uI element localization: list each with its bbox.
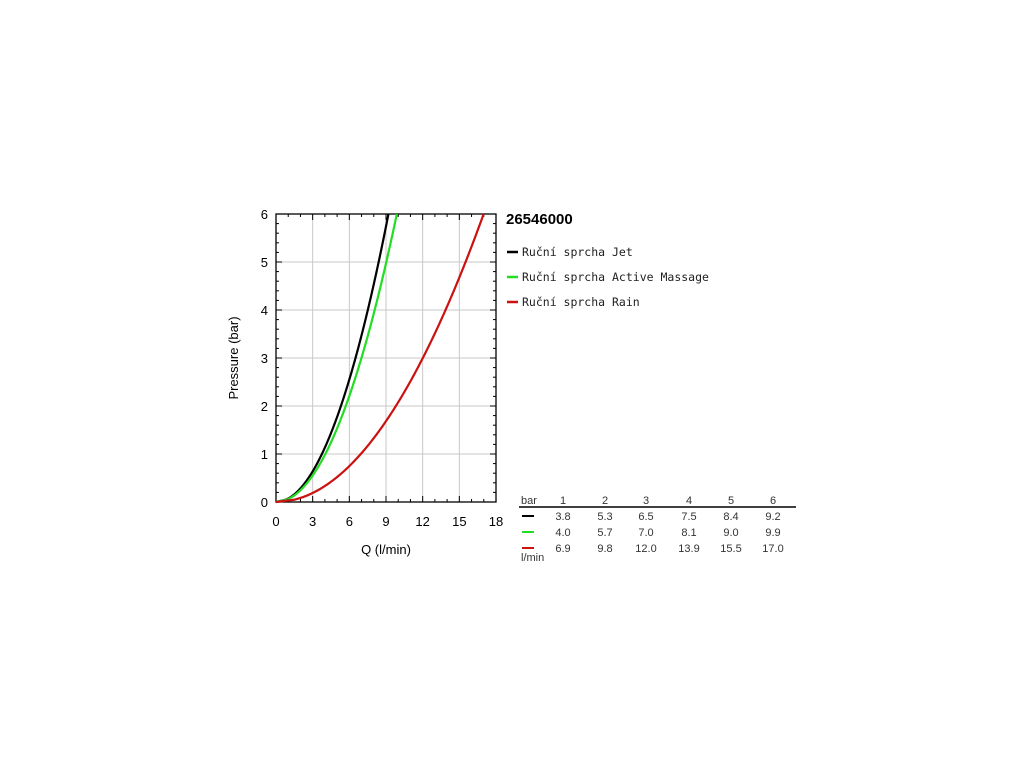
table-cell: 15.5: [720, 543, 741, 555]
table-cell: 8.1: [681, 527, 696, 539]
y-axis-label: Pressure (bar): [226, 316, 241, 399]
series-line-1: [275, 213, 390, 504]
table-cell: 17.0: [762, 543, 783, 555]
table-pressure-header: 1: [560, 495, 566, 507]
x-tick-label: 6: [346, 514, 353, 529]
series-line-2: [275, 213, 398, 504]
x-tick-label: 18: [489, 514, 503, 529]
x-tick-label: 3: [309, 514, 316, 529]
x-tick-label: 12: [415, 514, 429, 529]
x-tick-label: 0: [272, 514, 279, 529]
x-axis-label: Q (l/min): [361, 542, 411, 557]
y-tick-label: 3: [261, 351, 268, 366]
y-tick-label: 4: [261, 303, 268, 318]
table-cell: 9.9: [765, 527, 780, 539]
y-tick-label: 6: [261, 207, 268, 222]
x-tick-label: 15: [452, 514, 466, 529]
table-cell: 7.5: [681, 511, 696, 523]
table-pressure-header: 6: [770, 495, 776, 507]
table-cell: 3.8: [555, 511, 570, 523]
table-cell: 9.2: [765, 511, 780, 523]
flow-table: bar 1 2 3 4 5 6 3.8 5.3 6.5 7.5 8.4 9.2 4.0 5.7 7.0 8.1 9…: [519, 495, 796, 564]
series-line-3: [275, 213, 485, 504]
grid-layer: [276, 214, 496, 502]
table-pressure-header: 3: [643, 495, 649, 507]
y-tick-label: 5: [261, 255, 268, 270]
table-pressure-header: 2: [602, 495, 608, 507]
table-cell: 4.0: [555, 527, 570, 539]
table-cell: 5.7: [597, 527, 612, 539]
table-cell: 13.9: [678, 543, 699, 555]
legend-label-1: Ruční sprcha Jet: [522, 245, 633, 259]
table-cell: 8.4: [723, 511, 738, 523]
table-cell: 7.0: [638, 527, 653, 539]
legend-label-2: Ruční sprcha Active Massage: [522, 270, 709, 284]
table-cell: 5.3: [597, 511, 612, 523]
table-cell: 9.0: [723, 527, 738, 539]
table-cell: 6.5: [638, 511, 653, 523]
table-pressure-header: 5: [728, 495, 734, 507]
series-layer: [275, 213, 485, 504]
y-tick-label: 0: [261, 495, 268, 510]
table-cell: 9.8: [597, 543, 612, 555]
table-unit-label: l/min: [521, 552, 544, 564]
x-tick-label: 9: [382, 514, 389, 529]
table-header-label: bar: [521, 495, 537, 507]
table-pressure-header: 4: [686, 495, 692, 507]
legend-label-3: Ruční sprcha Rain: [522, 295, 640, 309]
table-cell: 6.9: [555, 543, 570, 555]
legend: Ruční sprcha Jet Ruční sprcha Active Mass…: [507, 245, 709, 309]
table-cell: 12.0: [635, 543, 656, 555]
y-tick-label: 1: [261, 447, 268, 462]
chart-title: 26546000: [506, 211, 573, 228]
y-tick-label: 2: [261, 399, 268, 414]
